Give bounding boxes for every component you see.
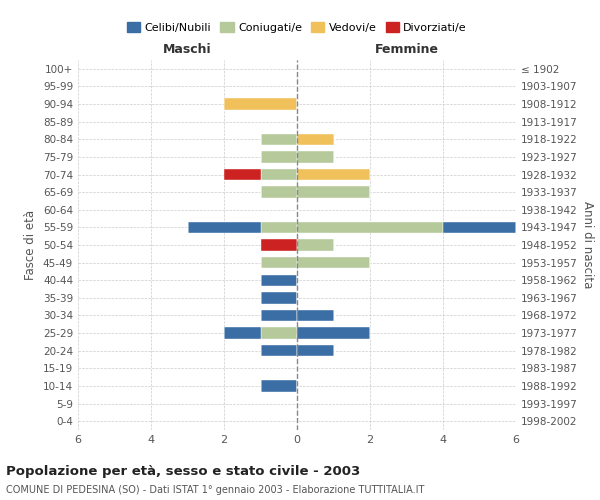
Text: Popolazione per età, sesso e stato civile - 2003: Popolazione per età, sesso e stato civil… bbox=[6, 465, 360, 478]
Text: COMUNE DI PEDESINA (SO) - Dati ISTAT 1° gennaio 2003 - Elaborazione TUTTITALIA.I: COMUNE DI PEDESINA (SO) - Dati ISTAT 1° … bbox=[6, 485, 424, 495]
Legend: Celibi/Nubili, Coniugati/e, Vedovi/e, Divorziati/e: Celibi/Nubili, Coniugati/e, Vedovi/e, Di… bbox=[122, 18, 472, 37]
Bar bbox=[224, 98, 297, 110]
Text: Maschi: Maschi bbox=[163, 44, 212, 57]
Y-axis label: Fasce di età: Fasce di età bbox=[25, 210, 37, 280]
Bar bbox=[297, 151, 334, 162]
Bar bbox=[260, 151, 297, 162]
Bar bbox=[297, 310, 334, 321]
Bar bbox=[260, 169, 297, 180]
Bar bbox=[260, 292, 297, 304]
Bar bbox=[260, 345, 297, 356]
Bar bbox=[297, 186, 370, 198]
Bar bbox=[260, 257, 297, 268]
Bar bbox=[187, 222, 260, 233]
Bar bbox=[297, 222, 443, 233]
Bar bbox=[297, 328, 370, 339]
Bar bbox=[260, 134, 297, 145]
Bar bbox=[260, 310, 297, 321]
Bar bbox=[260, 328, 297, 339]
Bar bbox=[297, 345, 334, 356]
Bar bbox=[224, 328, 260, 339]
Text: Femmine: Femmine bbox=[374, 44, 439, 57]
Bar bbox=[297, 257, 370, 268]
Bar bbox=[297, 134, 334, 145]
Bar bbox=[224, 169, 260, 180]
Bar bbox=[297, 169, 370, 180]
Bar bbox=[260, 380, 297, 392]
Bar bbox=[260, 222, 297, 233]
Y-axis label: Anni di nascita: Anni di nascita bbox=[581, 202, 594, 288]
Bar bbox=[260, 240, 297, 250]
Bar bbox=[260, 274, 297, 286]
Bar bbox=[443, 222, 516, 233]
Bar bbox=[297, 240, 334, 250]
Bar bbox=[260, 186, 297, 198]
